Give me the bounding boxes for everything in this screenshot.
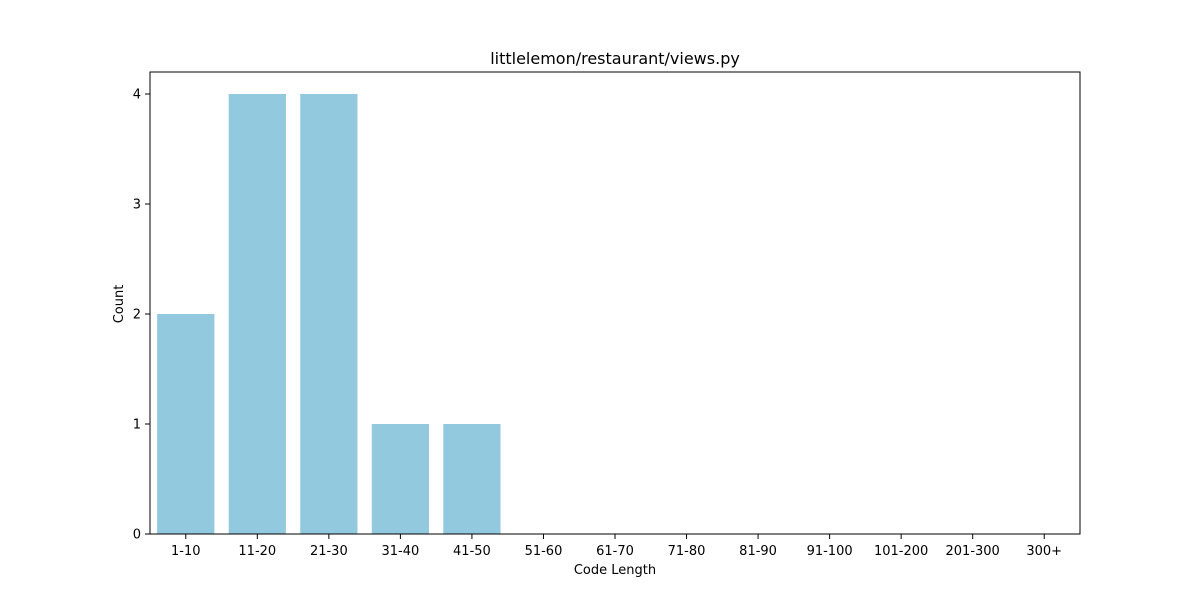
bar-21-30 bbox=[300, 94, 358, 534]
x-tick-label: 61-70 bbox=[596, 544, 634, 559]
x-tick-label: 81-90 bbox=[739, 544, 777, 559]
x-tick-label: 201-300 bbox=[946, 544, 1000, 559]
bar-1-10 bbox=[157, 314, 215, 534]
x-tick-label: 11-20 bbox=[238, 544, 276, 559]
x-tick-label: 41-50 bbox=[453, 544, 491, 559]
x-tick-label: 71-80 bbox=[668, 544, 706, 559]
x-tick-label: 21-30 bbox=[310, 544, 348, 559]
x-tick-label: 51-60 bbox=[525, 544, 563, 559]
y-tick-label: 3 bbox=[133, 198, 141, 213]
y-tick-label: 2 bbox=[133, 308, 141, 323]
plot-frame bbox=[149, 71, 1081, 535]
bar-41-50 bbox=[443, 424, 501, 534]
x-ticks-group: 1-10 11-20 21-30 31-40 41-50 51-60 61-70 71-80 8… bbox=[171, 534, 1062, 559]
x-tick-label: 300+ bbox=[1026, 544, 1062, 559]
x-tick-label: 31-40 bbox=[381, 544, 419, 559]
y-ticks-group: 0 1 2 3 4 bbox=[133, 88, 150, 543]
y-axis-label: Count bbox=[112, 285, 127, 324]
y-tick-label: 1 bbox=[133, 418, 141, 433]
bar-11-20 bbox=[228, 94, 286, 534]
bars-group bbox=[157, 94, 501, 534]
x-axis-label: Code Length bbox=[574, 563, 656, 578]
x-tick-label: 91-100 bbox=[807, 544, 853, 559]
x-tick-label: 101-200 bbox=[874, 544, 928, 559]
y-tick-label: 4 bbox=[133, 88, 141, 103]
x-tick-label: 1-10 bbox=[171, 544, 201, 559]
chart-title: littlelemon/restaurant/views.py bbox=[490, 49, 740, 68]
bar-31-40 bbox=[371, 424, 429, 534]
y-tick-label: 0 bbox=[133, 528, 141, 543]
